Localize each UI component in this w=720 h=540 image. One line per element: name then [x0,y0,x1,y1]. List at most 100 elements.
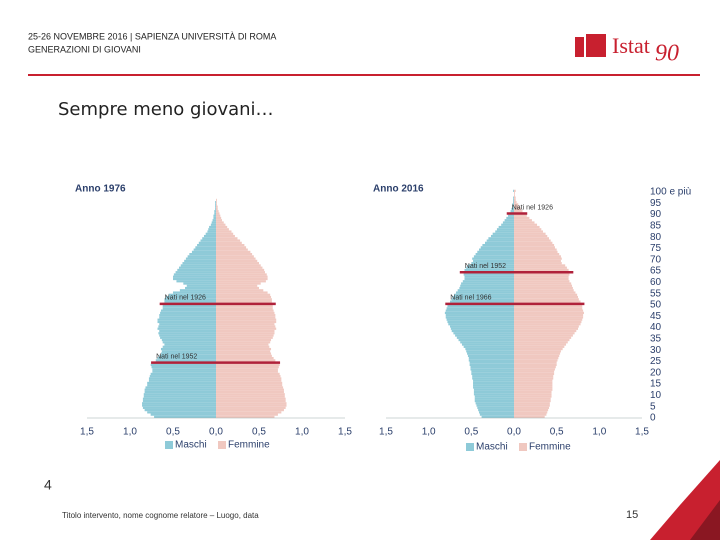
bar [143,393,216,396]
bar [514,228,542,231]
bar [514,332,575,335]
y-tick-label: 80 [650,232,662,243]
bar [159,329,216,333]
bar [514,341,568,344]
bar [451,298,514,301]
bar [212,219,216,222]
bar [159,316,216,319]
bar [216,264,261,267]
bar [514,338,570,342]
y-tick-label: 5 [650,401,656,412]
y-tick-label: 30 [650,345,662,356]
y-tick-label: 85 [650,221,662,232]
bar [514,350,561,353]
bar [216,408,284,412]
x-tick-label: 0,5 [166,427,180,438]
bar [216,230,232,233]
bar [488,237,514,240]
bar [514,343,567,346]
bar [216,214,221,217]
bar [514,361,557,364]
bar [514,280,570,283]
x-tick-label: 0,5 [550,427,564,438]
bar [473,390,514,394]
bar [514,300,581,303]
bar [466,350,514,353]
bar [216,379,282,382]
bar [514,203,519,206]
bar [450,300,514,303]
bar [213,216,216,220]
bar [514,388,553,391]
bar [514,406,549,409]
bar [514,230,544,233]
bar [514,277,569,281]
bar [459,286,514,290]
bar [474,399,514,403]
bar [147,381,216,385]
y-tick-label: 20 [650,367,662,378]
bar [514,413,547,416]
bar [514,372,555,376]
x-tick-label: 1,5 [635,427,649,438]
bar [456,336,514,339]
bar [514,368,555,371]
bar [164,343,216,346]
bar [514,291,576,294]
bar [216,221,224,224]
bar [444,311,514,315]
bar [465,347,514,351]
bar [216,223,226,226]
bar [453,332,514,335]
bar [514,395,552,398]
bar [215,207,216,211]
bar [216,375,281,378]
bar [506,216,514,220]
bar [514,379,553,382]
bar [454,293,514,296]
bar [495,230,514,233]
bar [142,397,216,400]
bar [479,248,514,251]
bar [461,282,514,285]
bar [477,406,514,409]
bar [514,399,551,403]
bar [462,280,514,283]
slide-title: Sempre meno giovani… [58,99,274,120]
bar [514,415,545,418]
bar [514,266,567,269]
bar [142,406,216,409]
bar [216,311,275,315]
bar [144,390,216,394]
bar [514,347,563,351]
bar [214,210,216,213]
bar [216,359,276,362]
bar [161,338,216,342]
bar [216,415,275,418]
bar [160,352,216,355]
bar [211,221,216,224]
bar [514,397,551,400]
bar [451,329,514,333]
bar [473,388,514,391]
bar [477,250,514,254]
bar [216,216,222,220]
bar [448,323,514,326]
bar [514,250,558,254]
bar [179,266,216,269]
bar [514,223,538,226]
bar [480,246,514,249]
bar [159,323,216,326]
x-tick-label: 0,5 [252,427,266,438]
bar [210,223,216,226]
bar [203,234,216,238]
bar [216,225,228,229]
y-tick-label: 50 [650,300,662,311]
bar [502,221,514,224]
bar [473,379,514,382]
bar [154,415,216,418]
bar [216,300,272,303]
bar [162,341,216,344]
bar [479,413,514,416]
bar [142,402,216,405]
